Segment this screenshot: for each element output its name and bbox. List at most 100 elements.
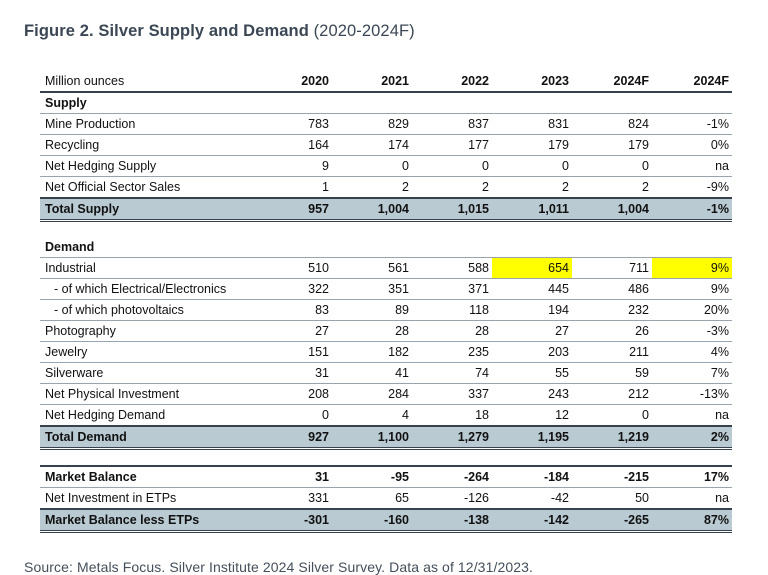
value-cell: 27 — [492, 320, 572, 342]
table-row: - of which Electrical/Electronics 322 351 3… — [40, 278, 732, 300]
value-cell — [412, 92, 492, 114]
value-cell: 194 — [492, 299, 572, 321]
value-cell: 351 — [332, 278, 412, 300]
value-cell: 235 — [412, 341, 492, 363]
source-note: Source: Metals Focus. Silver Institute 2… — [24, 559, 533, 575]
value-cell: 27 — [252, 320, 332, 342]
value-cell: 783 — [252, 113, 332, 135]
value-cell — [332, 237, 412, 258]
value-cell: 83 — [252, 299, 332, 321]
value-cell: 17% — [652, 465, 732, 488]
row-label: Market Balance less ETPs — [40, 508, 252, 533]
table-row: Market Balance 31 -95 -264 -184 -215 17% — [40, 465, 732, 488]
value-cell: -95 — [332, 465, 412, 488]
value-cell: 118 — [412, 299, 492, 321]
table-head: Million ounces 2020 2021 2022 2023 2024F 2024F — [40, 71, 732, 93]
header-row: Million ounces 2020 2021 2022 2023 2024F 2024F — [40, 71, 732, 93]
value-cell: 1,219 — [572, 425, 652, 450]
value-cell: 1,100 — [332, 425, 412, 450]
value-cell: 0% — [652, 134, 732, 156]
value-cell: 510 — [252, 257, 332, 279]
column-header-year: 2022 — [412, 71, 492, 93]
table-row: Mine Production 783 829 837 831 824 -1% — [40, 113, 732, 135]
value-cell: -126 — [412, 487, 492, 510]
row-label: Total Supply — [40, 197, 252, 222]
value-cell: 831 — [492, 113, 572, 135]
value-cell: na — [652, 155, 732, 177]
spacer-row — [40, 221, 732, 238]
row-label: Net Hedging Supply — [40, 155, 252, 177]
value-cell: 9% — [652, 257, 732, 279]
table-row: Net Official Sector Sales 1 2 2 2 2 -9% — [40, 176, 732, 199]
value-cell: 12 — [492, 404, 572, 427]
value-cell — [572, 237, 652, 258]
column-header-year: 2024F — [652, 71, 732, 93]
value-cell: 2 — [332, 176, 412, 199]
value-cell: 1,279 — [412, 425, 492, 450]
table-body: Supply Mine Production 783 829 837 831 824 -1% R… — [40, 92, 732, 533]
value-cell: 55 — [492, 362, 572, 384]
value-cell: 1,195 — [492, 425, 572, 450]
table-row: Net Hedging Supply 9 0 0 0 0 na — [40, 155, 732, 177]
value-cell: 74 — [412, 362, 492, 384]
table-row: Market Balance less ETPs -301 -160 -138 -142… — [40, 508, 732, 533]
value-cell: 1,004 — [572, 197, 652, 222]
value-cell: 177 — [412, 134, 492, 156]
value-cell: 337 — [412, 383, 492, 405]
value-cell: 486 — [572, 278, 652, 300]
value-cell: 1 — [252, 176, 332, 199]
table-row: Recycling 164 174 177 179 179 0% — [40, 134, 732, 156]
column-header-year: 2021 — [332, 71, 412, 93]
value-cell: 18 — [412, 404, 492, 427]
value-cell: 208 — [252, 383, 332, 405]
value-cell — [332, 92, 412, 114]
row-label: - of which Electrical/Electronics — [40, 278, 252, 300]
figure-title-main: Figure 2. Silver Supply and Demand — [24, 22, 309, 40]
table-row: Net Hedging Demand 0 4 18 12 0 na — [40, 404, 732, 427]
value-cell: 322 — [252, 278, 332, 300]
table-row: Net Physical Investment 208 284 337 243 212 -1… — [40, 383, 732, 405]
value-cell: -301 — [252, 508, 332, 533]
value-cell: 1,015 — [412, 197, 492, 222]
row-label: Demand — [40, 237, 252, 258]
value-cell: na — [652, 487, 732, 510]
table-row: Total Supply 957 1,004 1,015 1,011 1,004 -1% — [40, 197, 732, 222]
value-cell: 0 — [412, 155, 492, 177]
value-cell: 331 — [252, 487, 332, 510]
value-cell: -1% — [652, 113, 732, 135]
value-cell: 2 — [492, 176, 572, 199]
value-cell: 1,011 — [492, 197, 572, 222]
value-cell: 824 — [572, 113, 652, 135]
column-header-unit: Million ounces — [40, 71, 252, 93]
value-cell: -215 — [572, 465, 652, 488]
column-header-year: 2024F — [572, 71, 652, 93]
value-cell: 59 — [572, 362, 652, 384]
table-row: Silverware 31 41 74 55 59 7% — [40, 362, 732, 384]
row-label: Mine Production — [40, 113, 252, 135]
column-header-year: 2023 — [492, 71, 572, 93]
value-cell: 164 — [252, 134, 332, 156]
row-label: Industrial — [40, 257, 252, 279]
value-cell: 50 — [572, 487, 652, 510]
value-cell — [652, 92, 732, 114]
value-cell: 203 — [492, 341, 572, 363]
value-cell: 243 — [492, 383, 572, 405]
value-cell: 151 — [252, 341, 332, 363]
value-cell: -1% — [652, 197, 732, 222]
value-cell: 7% — [652, 362, 732, 384]
value-cell: 927 — [252, 425, 332, 450]
value-cell: -142 — [492, 508, 572, 533]
value-cell: -3% — [652, 320, 732, 342]
table-row: Photography 27 28 28 27 26 -3% — [40, 320, 732, 342]
value-cell: 445 — [492, 278, 572, 300]
value-cell: 4 — [332, 404, 412, 427]
value-cell: 182 — [332, 341, 412, 363]
table-row: Industrial 510 561 588 654 711 9% — [40, 257, 732, 279]
value-cell: 957 — [252, 197, 332, 222]
value-cell: -264 — [412, 465, 492, 488]
value-cell — [252, 237, 332, 258]
value-cell: 28 — [332, 320, 412, 342]
value-cell: 561 — [332, 257, 412, 279]
value-cell: -265 — [572, 508, 652, 533]
